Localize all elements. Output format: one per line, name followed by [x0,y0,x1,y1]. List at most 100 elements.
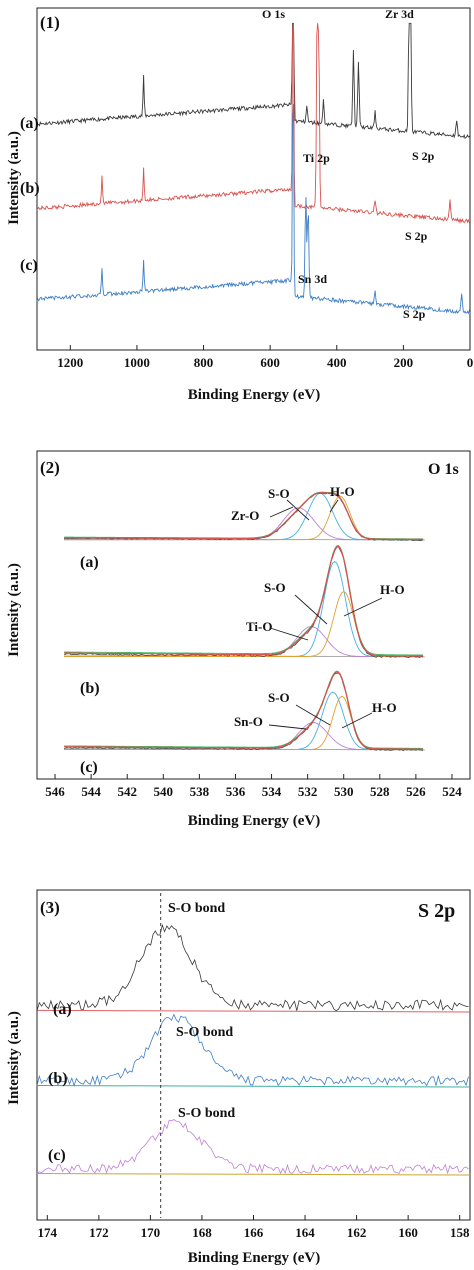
annotation-zr3d: Zr 3d [385,7,414,21]
panel-2-label: (2) [40,458,60,477]
s2p-annotation-b: S-O bond [176,1025,233,1040]
label-a-h-o: H-O [330,484,355,499]
s2p-trace-b [36,1013,469,1087]
panel-2-tick-label: 530 [334,784,354,799]
panel-2-xlabel: Binding Energy (eV) [188,813,321,829]
o1s-series-c-label: (c) [80,759,98,776]
o1s-raw [63,672,424,752]
panel-3-frame [36,889,471,1221]
panel-3-s2p: (3) S 2p 174 172 170 168 166 164 162 160 158 (a)… [6,889,471,1266]
panel-1-x-ticks: 1200 1000 800 600 400 200 0 [57,345,473,370]
s2p-series-b-label: (b) [48,1070,68,1087]
panel-2-o1s: (2) O 1s 546 544 542 540 538 536 534 532 530 528 5… [6,450,471,829]
panel-2-traces [63,491,425,752]
s2p-series-a-label: (a) [53,1001,72,1018]
series-b-label: (b) [20,180,40,197]
panel-3-x-ticks: 174 172 170 168 166 164 162 160 158 [38,1215,470,1240]
s2p-baseline-a [36,1009,471,1013]
series-a-label: (a) [20,115,39,132]
s2p-annotation-c: S-O bond [178,1106,235,1121]
panel-2-tick-label: 532 [298,784,318,799]
panel-2-tick-label: 538 [190,784,210,799]
panel-1-tick-label: 800 [194,355,214,370]
o1s-series-a-label: (a) [80,554,99,571]
label-b-h-o: H-O [380,582,405,597]
panel-3-tick-label: 172 [89,1225,109,1240]
annotation-ti2p: Ti 2p [303,151,330,165]
panel-3-tick-label: 160 [398,1225,418,1240]
label-a-s-o: S-O [268,486,290,501]
panel-1-ylabel: Intensity (a.u.) [6,131,22,225]
panel-1-label: (1) [40,13,60,32]
o1s-envelope [64,671,424,750]
label-a-zr-o: Zr-O [231,508,259,523]
panel-2-tick-label: 534 [262,784,282,799]
o1s-envelope [64,545,424,657]
panel-1-tick-label: 200 [394,355,414,370]
s2p-trace-c [36,1119,469,1175]
panel-1-frame [36,7,471,351]
label-c-sn-o: Sn-O [234,714,263,729]
survey-trace-c [36,103,471,315]
o1s-component-h-o [64,590,424,657]
panel-3-tick-label: 164 [295,1225,315,1240]
panel-3-tick-label: 166 [244,1225,264,1240]
panel-3-tick-label: 158 [450,1225,470,1240]
o1s-fit [64,670,424,749]
panel-1-traces [36,22,471,315]
panel-2-x-ticks: 546 544 542 540 538 536 534 532 530 528 526 524 [45,774,462,799]
panel-2-title: O 1s [428,461,459,478]
panel-3-tick-label: 168 [192,1225,212,1240]
annotation-s2p-c: S 2p [403,307,426,321]
panel-1-tick-label: 1000 [124,355,150,370]
panel-2-tick-label: 526 [406,784,426,799]
annotation-o1s: O 1s [262,7,285,21]
panel-1-tick-label: 1200 [57,355,83,370]
panel-3-ylabel: Intensity (a.u.) [6,1011,22,1105]
panel-3-tick-label: 162 [347,1225,367,1240]
s2p-trace-a [36,923,469,1012]
panel-2-tick-label: 546 [45,784,65,799]
panel-2-tick-label: 542 [117,784,137,799]
s2p-annotation-a: S-O bond [168,901,225,916]
panel-1-tick-label: 400 [327,355,347,370]
panel-1-tick-label: 600 [260,355,280,370]
o1s-peak-labels: S-O H-O Zr-O S-O H-O Ti-O S-O H-O Sn-O [231,484,405,729]
o1s-raw [63,545,424,659]
label-b-ti-o: Ti-O [246,619,273,634]
o1s-fit [64,544,424,656]
panel-2-tick-label: 540 [154,784,174,799]
annotation-sn3d: Sn 3d [298,272,327,286]
panel-1-xlabel: Binding Energy (eV) [188,387,321,403]
o1s-envelope [64,492,424,540]
o1s-label-arrows [268,499,383,730]
panel-2-tick-label: 524 [442,784,462,799]
panel-3-xlabel: Binding Energy (eV) [188,1250,321,1266]
survey-trace-a [36,22,471,140]
panel-1-survey: (1) 1200 1000 800 600 400 200 0 (a) (b) (c) O … [6,7,473,403]
panel-3-traces [36,893,471,1218]
o1s-series-b-label: (b) [80,680,100,697]
panel-2-tick-label: 528 [370,784,390,799]
panel-3-title: S 2p [418,900,455,922]
panel-3-tick-label: 170 [141,1225,161,1240]
annotation-s2p-a: S 2p [412,149,435,163]
s2p-baseline-b [36,1085,471,1088]
s2p-baseline-c [36,1173,471,1176]
o1s-component-s-o [64,560,424,657]
panel-2-tick-label: 544 [81,784,101,799]
label-c-s-o: S-O [268,690,290,705]
annotation-s2p-b: S 2p [405,229,428,243]
panel-2-tick-label: 536 [226,784,246,799]
panel-2-frame [36,450,471,780]
survey-trace-b [36,23,471,225]
s2p-series-c-label: (c) [48,1147,66,1164]
series-c-label: (c) [20,257,38,274]
panel-3-label: (3) [40,898,60,917]
panel-2-ylabel: Intensity (a.u.) [6,563,22,657]
panel-1-tick-label: 0 [467,355,474,370]
label-b-s-o: S-O [264,580,286,595]
label-c-h-o: H-O [372,700,397,715]
panel-3-tick-label: 174 [38,1225,58,1240]
